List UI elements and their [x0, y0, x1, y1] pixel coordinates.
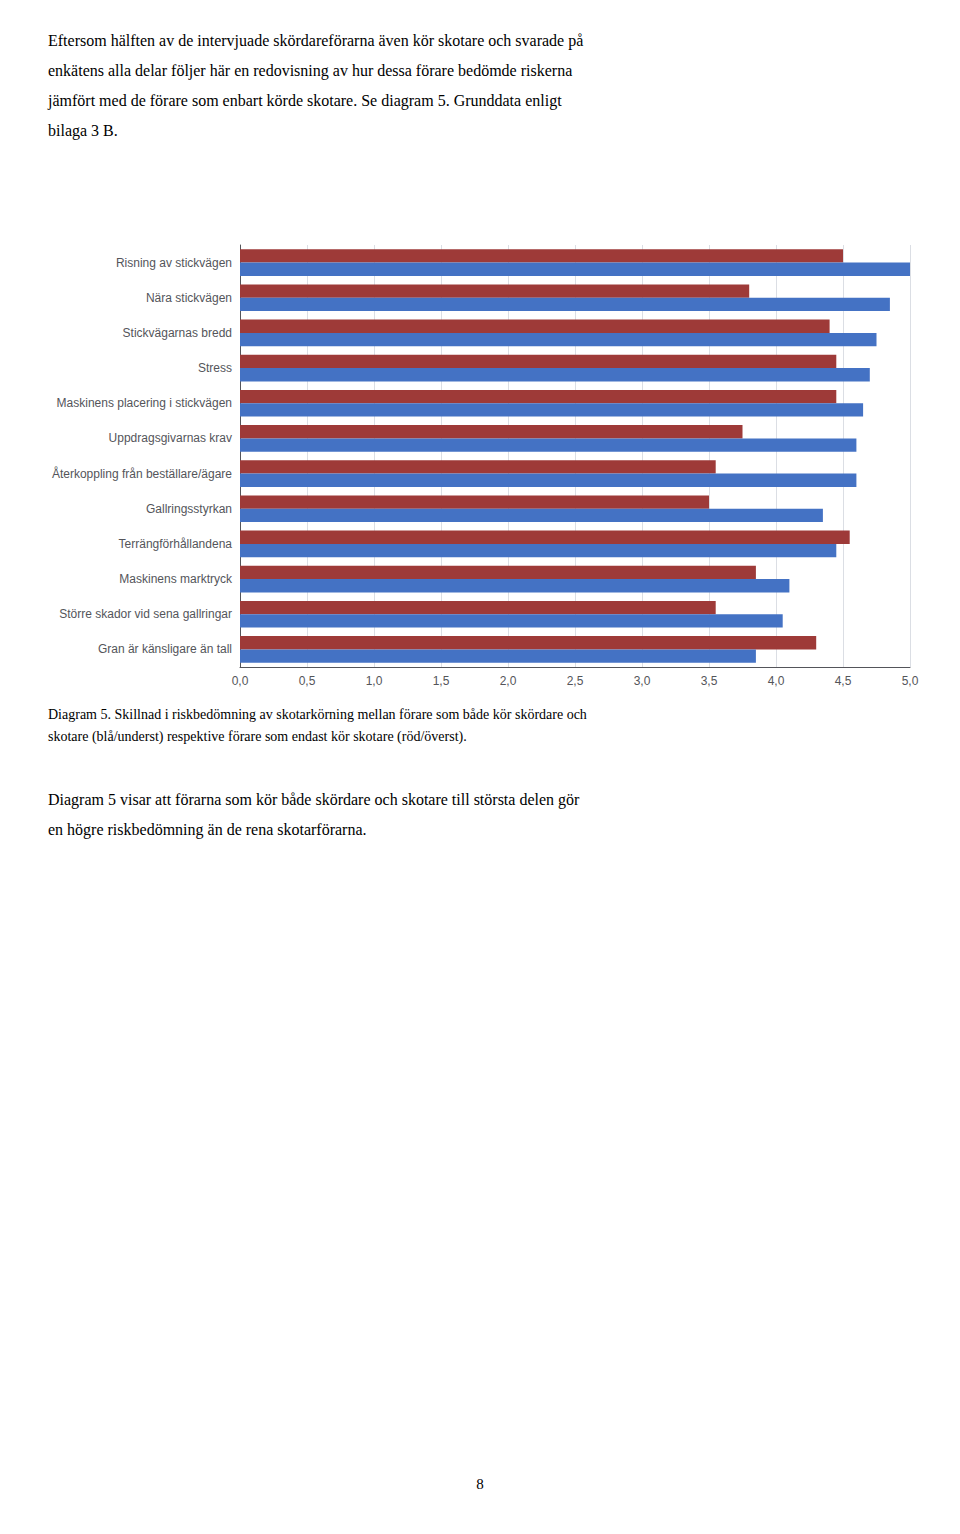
svg-text:Uppdragsgivarnas krav: Uppdragsgivarnas krav: [109, 431, 232, 445]
svg-text:2,5: 2,5: [567, 674, 584, 688]
svg-text:3,0: 3,0: [634, 674, 651, 688]
svg-text:0,0: 0,0: [232, 674, 249, 688]
svg-text:Gallringsstyrkan: Gallringsstyrkan: [146, 502, 232, 516]
svg-text:Diagram 5 visar att förarna so: Diagram 5 visar att förarna som kör både…: [48, 791, 580, 809]
svg-text:enkätens alla delar följer här: enkätens alla delar följer här en redovi…: [48, 62, 572, 80]
svg-text:Nära stickvägen: Nära stickvägen: [146, 291, 232, 305]
svg-text:bilaga 3 B.: bilaga 3 B.: [48, 122, 118, 140]
svg-text:Maskinens marktryck: Maskinens marktryck: [119, 572, 233, 586]
svg-text:5,0: 5,0: [902, 674, 919, 688]
svg-text:4,5: 4,5: [835, 674, 852, 688]
svg-text:Maskinens placering i stickväg: Maskinens placering i stickvägen: [57, 396, 232, 410]
svg-text:4,0: 4,0: [768, 674, 785, 688]
svg-text:en högre riskbedömning än de r: en högre riskbedömning än de rena skotar…: [48, 821, 367, 839]
svg-text:skotare (blå/underst) respekti: skotare (blå/underst) respektive förare …: [48, 729, 467, 745]
svg-text:8: 8: [476, 1476, 484, 1492]
svg-text:Risning av stickvägen: Risning av stickvägen: [116, 256, 232, 270]
svg-text:3,5: 3,5: [701, 674, 718, 688]
svg-text:Gran är känsligare än tall: Gran är känsligare än tall: [98, 642, 232, 656]
svg-text:Stress: Stress: [198, 361, 232, 375]
svg-text:Diagram 5. Skillnad i riskbedö: Diagram 5. Skillnad i riskbedömning av s…: [48, 707, 587, 722]
svg-text:Större skador vid sena gallrin: Större skador vid sena gallringar: [59, 607, 232, 621]
svg-text:Eftersom hälften av de intervj: Eftersom hälften av de intervjuade skörd…: [48, 32, 583, 50]
svg-text:0,5: 0,5: [299, 674, 316, 688]
svg-text:1,0: 1,0: [366, 674, 383, 688]
svg-text:2,0: 2,0: [500, 674, 517, 688]
svg-text:Återkoppling från beställare/ä: Återkoppling från beställare/ägare: [52, 466, 232, 481]
svg-text:1,5: 1,5: [433, 674, 450, 688]
svg-text:jämfört med de förare som enba: jämfört med de förare som enbart körde s…: [47, 92, 562, 110]
svg-text:Stickvägarnas bredd: Stickvägarnas bredd: [123, 326, 232, 340]
svg-text:Terrängförhållandena: Terrängförhållandena: [119, 537, 233, 551]
